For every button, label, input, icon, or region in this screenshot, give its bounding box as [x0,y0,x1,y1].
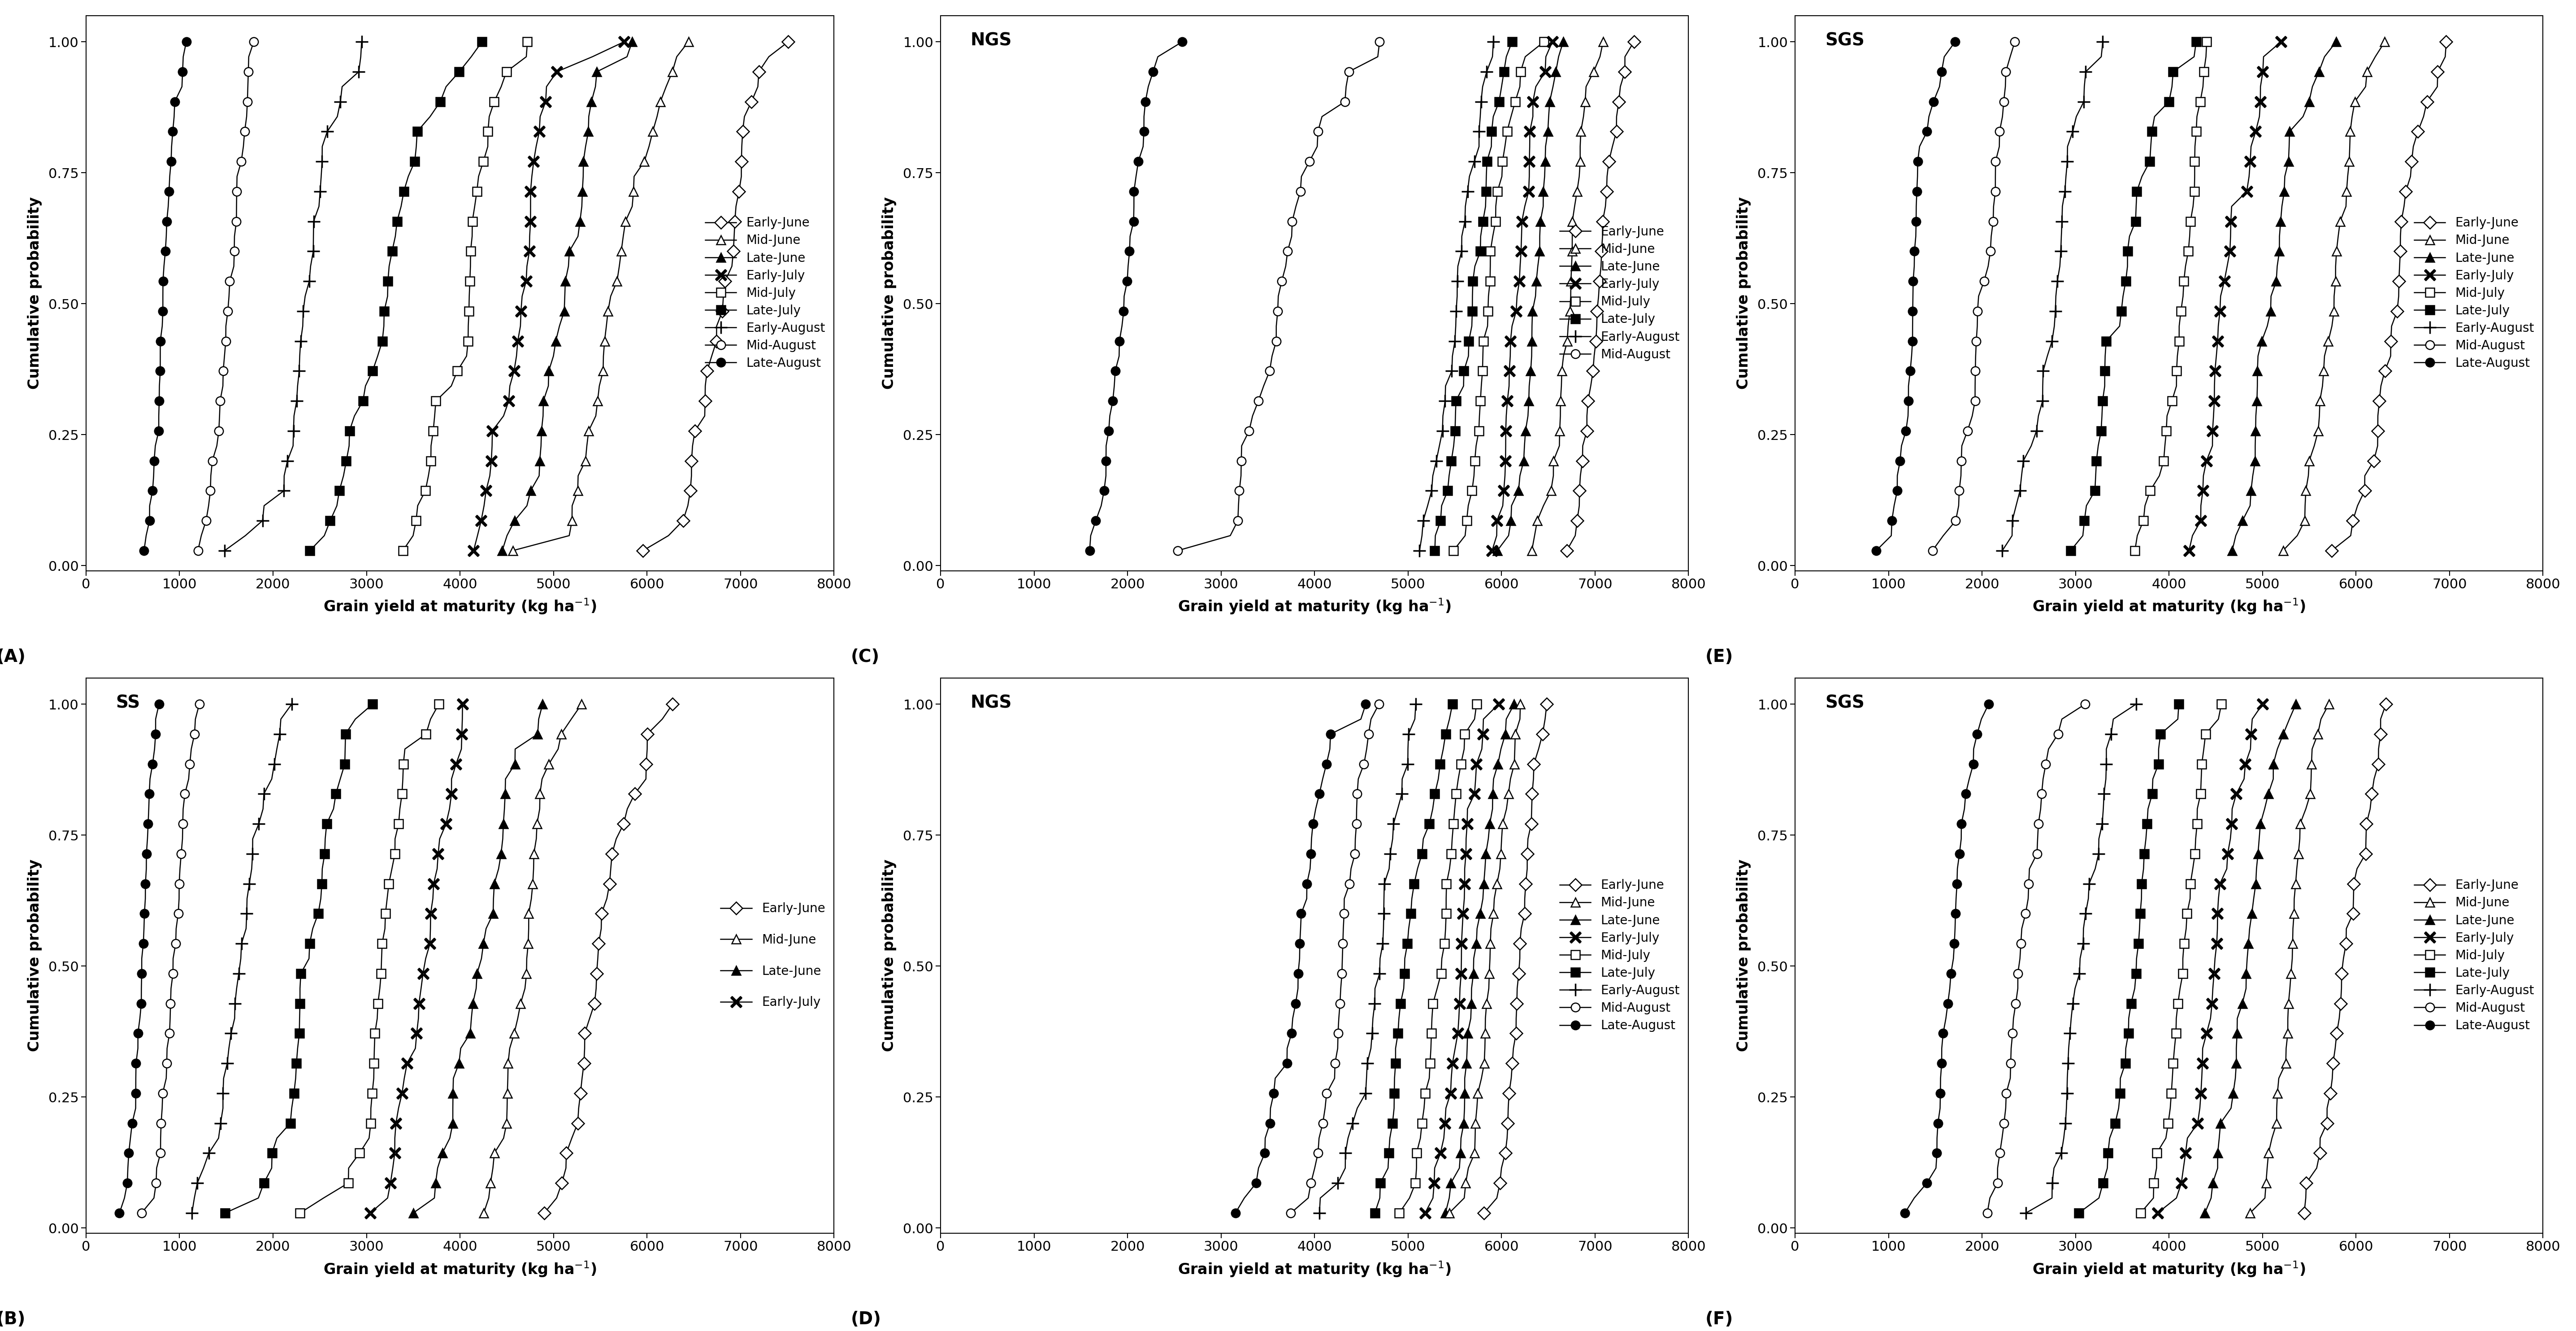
Text: (D): (D) [850,1311,881,1328]
Y-axis label: Cumulative probability: Cumulative probability [1736,197,1752,390]
Text: SGS: SGS [1824,695,1865,712]
Text: (F): (F) [1705,1311,1734,1328]
Legend: Early-June, Mid-June, Late-June, Early-July, Mid-July, Late-July, Early-August, : Early-June, Mid-June, Late-June, Early-J… [1556,221,1685,366]
Legend: Early-June, Mid-June, Late-June, Early-July: Early-June, Mid-June, Late-June, Early-J… [716,897,829,1014]
Y-axis label: Cumulative probability: Cumulative probability [1736,860,1752,1051]
X-axis label: Grain yield at maturity (kg ha$^{-1}$): Grain yield at maturity (kg ha$^{-1}$) [325,1259,598,1278]
Y-axis label: Cumulative probability: Cumulative probability [28,860,41,1051]
X-axis label: Grain yield at maturity (kg ha$^{-1}$): Grain yield at maturity (kg ha$^{-1}$) [2032,1259,2306,1278]
Text: SS: SS [116,695,139,712]
Legend: Early-June, Mid-June, Late-June, Early-July, Mid-July, Late-July, Early-August, : Early-June, Mid-June, Late-June, Early-J… [701,212,829,374]
Text: (C): (C) [850,648,878,666]
X-axis label: Grain yield at maturity (kg ha$^{-1}$): Grain yield at maturity (kg ha$^{-1}$) [2032,598,2306,616]
Legend: Early-June, Mid-June, Late-June, Early-July, Mid-July, Late-July, Early-August, : Early-June, Mid-June, Late-June, Early-J… [1556,874,1685,1037]
Text: (B): (B) [0,1311,26,1328]
Legend: Early-June, Mid-June, Late-June, Early-July, Mid-July, Late-July, Early-August, : Early-June, Mid-June, Late-June, Early-J… [2409,874,2540,1037]
X-axis label: Grain yield at maturity (kg ha$^{-1}$): Grain yield at maturity (kg ha$^{-1}$) [325,598,598,616]
Text: NGS: NGS [971,695,1012,712]
Text: (E): (E) [1705,648,1734,666]
Legend: Early-June, Mid-June, Late-June, Early-July, Mid-July, Late-July, Early-August, : Early-June, Mid-June, Late-June, Early-J… [2409,212,2540,374]
Text: NGS: NGS [971,32,1012,49]
Y-axis label: Cumulative probability: Cumulative probability [28,197,41,390]
Y-axis label: Cumulative probability: Cumulative probability [881,860,896,1051]
Y-axis label: Cumulative probability: Cumulative probability [881,197,896,390]
X-axis label: Grain yield at maturity (kg ha$^{-1}$): Grain yield at maturity (kg ha$^{-1}$) [1177,598,1450,616]
Text: (A): (A) [0,648,26,666]
X-axis label: Grain yield at maturity (kg ha$^{-1}$): Grain yield at maturity (kg ha$^{-1}$) [1177,1259,1450,1278]
Text: SGS: SGS [1824,32,1865,49]
